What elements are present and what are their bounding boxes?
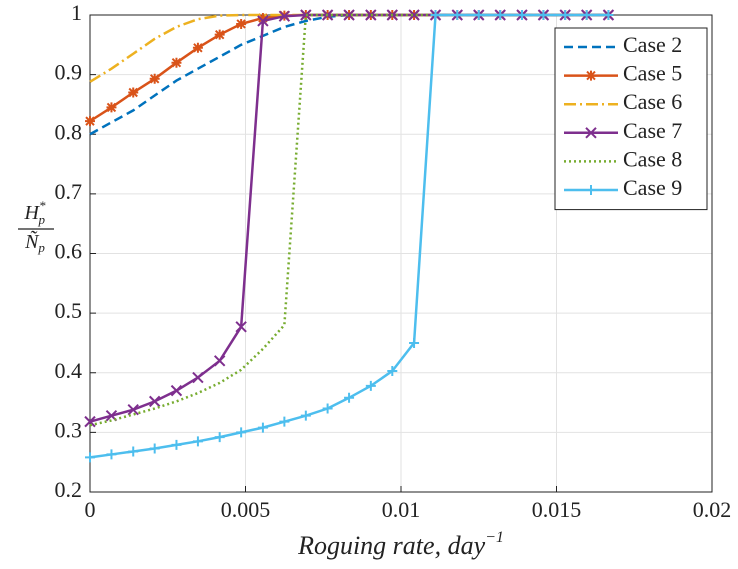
- legend-label: Case 2: [623, 32, 682, 57]
- marker: [214, 432, 225, 443]
- y-tick-label: 0.2: [55, 477, 83, 502]
- marker: [430, 10, 441, 20]
- marker: [84, 415, 96, 428]
- legend-box: [554, 27, 708, 211]
- marker: [192, 42, 203, 53]
- marker: [516, 10, 527, 20]
- y-tick-label: 0.6: [55, 239, 83, 264]
- y-tick-label: 0.8: [55, 119, 83, 144]
- marker: [495, 10, 506, 20]
- marker: [127, 404, 139, 416]
- marker: [236, 427, 247, 438]
- marker: [581, 10, 592, 20]
- marker: [235, 321, 247, 333]
- marker: [149, 443, 160, 454]
- marker: [236, 18, 247, 29]
- y-tick-label: 0.4: [55, 358, 83, 383]
- marker: [85, 452, 95, 463]
- marker: [473, 10, 484, 20]
- marker: [128, 446, 139, 457]
- marker: [148, 395, 161, 408]
- marker: [452, 10, 463, 20]
- marker: [603, 10, 614, 20]
- marker: [538, 10, 549, 20]
- marker: [300, 9, 312, 21]
- marker: [344, 392, 355, 403]
- marker: [171, 57, 182, 68]
- legend-label: Case 6: [623, 89, 682, 114]
- x-tick-label: 0.005: [221, 497, 271, 522]
- y-tick-label: 1: [71, 0, 82, 25]
- legend-label: Case 8: [623, 146, 682, 171]
- marker: [149, 73, 160, 84]
- marker: [408, 9, 420, 21]
- marker: [278, 10, 291, 22]
- x-label-sup: −1: [485, 529, 504, 546]
- marker: [365, 380, 376, 391]
- legend-marker: [586, 185, 596, 195]
- legend-marker: [585, 127, 597, 139]
- marker: [560, 10, 571, 20]
- x-tick-label: 0: [85, 497, 96, 522]
- marker: [322, 403, 333, 414]
- x-tick-label: 0.015: [532, 497, 582, 522]
- marker: [170, 384, 183, 397]
- marker: [300, 410, 311, 421]
- marker: [192, 371, 204, 384]
- x-tick-label: 0.02: [693, 497, 732, 522]
- marker: [257, 12, 268, 23]
- marker: [128, 87, 139, 98]
- marker: [106, 449, 117, 460]
- legend-label: Case 5: [623, 61, 682, 86]
- marker: [387, 365, 398, 376]
- y-label-denominator: Ñp: [24, 229, 45, 255]
- marker: [192, 436, 203, 447]
- legend-marker: [586, 70, 596, 81]
- marker: [279, 416, 290, 427]
- y-tick-label: 0.5: [55, 298, 83, 323]
- marker: [343, 9, 355, 21]
- marker: [409, 337, 420, 348]
- y-label-den-base: Ñ: [24, 229, 40, 253]
- marker: [171, 439, 182, 450]
- marker: [257, 15, 269, 27]
- x-tick-label: 0.01: [382, 497, 421, 522]
- y-label-num-base: H: [24, 202, 41, 224]
- marker: [214, 29, 225, 40]
- marker: [85, 116, 95, 127]
- x-axis-label: Roguing rate, day−1: [297, 529, 504, 560]
- y-label-num-sub: p: [37, 212, 45, 227]
- legend-label: Case 7: [623, 118, 682, 143]
- legend-label: Case 9: [623, 175, 682, 200]
- x-label-text: Roguing rate, day: [297, 531, 485, 560]
- y-tick-label: 0.9: [55, 60, 83, 85]
- y-label-den-sub: p: [37, 240, 45, 255]
- marker: [106, 102, 117, 113]
- marker: [257, 422, 268, 433]
- y-tick-label: 0.7: [55, 179, 83, 204]
- y-tick-label: 0.3: [55, 417, 83, 442]
- marker: [213, 355, 226, 367]
- y-label-numerator: H* p: [24, 198, 46, 227]
- y-label-num-sup: *: [39, 198, 46, 213]
- marker: [365, 9, 377, 21]
